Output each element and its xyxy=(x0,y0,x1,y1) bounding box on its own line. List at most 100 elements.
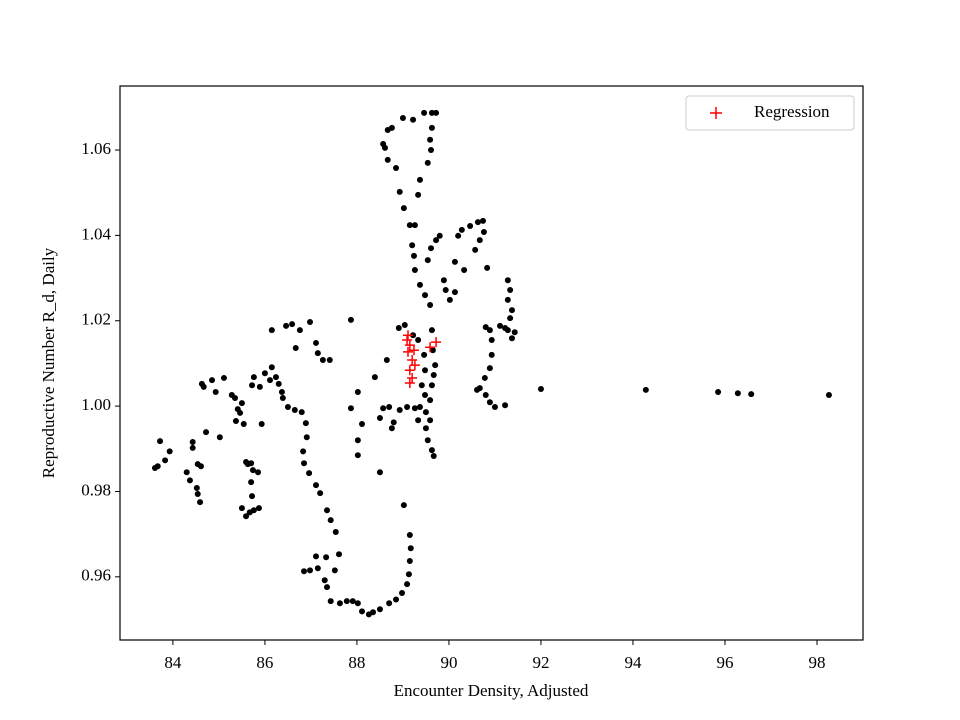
point xyxy=(504,327,511,334)
point xyxy=(410,252,417,259)
point xyxy=(312,339,319,346)
point xyxy=(354,452,361,459)
point xyxy=(428,382,435,389)
regression-marker xyxy=(407,355,418,366)
point xyxy=(354,389,361,396)
point xyxy=(507,287,514,294)
point xyxy=(432,362,439,369)
x-tick-label: 98 xyxy=(808,653,825,672)
point xyxy=(347,316,354,323)
point xyxy=(396,188,403,195)
point xyxy=(428,327,435,334)
point xyxy=(376,469,383,476)
point xyxy=(154,463,161,470)
point xyxy=(256,383,263,390)
point xyxy=(386,403,393,410)
y-tick-label: 1.02 xyxy=(81,310,111,329)
point xyxy=(396,406,403,413)
point xyxy=(249,382,256,389)
point xyxy=(446,296,453,303)
point xyxy=(261,370,268,377)
point xyxy=(336,600,343,607)
point xyxy=(537,386,544,393)
point xyxy=(415,191,422,198)
point xyxy=(458,226,465,233)
regression-marker xyxy=(409,360,420,371)
point xyxy=(307,319,314,326)
point xyxy=(250,507,257,514)
point xyxy=(194,491,201,498)
x-tick-label: 86 xyxy=(256,653,273,672)
point xyxy=(428,147,435,154)
point xyxy=(497,322,504,329)
point xyxy=(268,327,275,334)
point xyxy=(404,581,411,588)
x-tick-label: 94 xyxy=(624,653,642,672)
point xyxy=(400,205,407,212)
point xyxy=(424,159,431,166)
point xyxy=(424,257,431,264)
point xyxy=(416,281,423,288)
point xyxy=(371,374,378,381)
x-axis-label: Encounter Density, Adjusted xyxy=(394,681,589,700)
x-tick-label: 96 xyxy=(716,653,733,672)
point xyxy=(393,164,400,171)
point xyxy=(508,307,515,314)
y-tick-label: 0.98 xyxy=(81,480,111,499)
point xyxy=(421,351,428,358)
point xyxy=(479,217,486,224)
point xyxy=(384,156,391,163)
point xyxy=(349,598,356,605)
point xyxy=(255,505,262,512)
point xyxy=(427,397,434,404)
point xyxy=(248,479,255,486)
point xyxy=(418,382,425,389)
point xyxy=(399,590,406,597)
regression-marker xyxy=(404,378,415,389)
point xyxy=(430,453,437,460)
point xyxy=(388,425,395,432)
point xyxy=(504,277,511,284)
point xyxy=(484,264,491,271)
point xyxy=(301,568,308,575)
point xyxy=(486,365,493,372)
point xyxy=(422,409,429,416)
point xyxy=(249,467,256,474)
legend-box xyxy=(685,95,855,131)
regression-marker xyxy=(402,330,413,341)
point xyxy=(428,109,435,116)
point xyxy=(508,335,515,342)
regression-marker xyxy=(404,340,415,351)
point xyxy=(314,565,321,572)
point xyxy=(358,421,365,428)
point xyxy=(390,419,397,426)
point xyxy=(491,403,498,410)
point xyxy=(250,374,257,381)
point xyxy=(314,350,321,357)
point xyxy=(504,296,511,303)
point xyxy=(189,438,196,445)
point xyxy=(472,246,479,253)
point xyxy=(488,336,495,343)
regression-marker xyxy=(402,346,413,357)
point xyxy=(486,399,493,406)
point xyxy=(354,600,361,607)
point xyxy=(386,600,393,607)
point xyxy=(405,571,412,578)
point xyxy=(416,176,423,183)
x-tick-label: 92 xyxy=(532,653,549,672)
point xyxy=(321,577,328,584)
point xyxy=(409,242,416,249)
point xyxy=(197,499,204,506)
point xyxy=(480,228,487,235)
point xyxy=(421,109,428,116)
y-axis-label: Reproductive Number R_d, Daily xyxy=(39,247,58,478)
point xyxy=(415,417,422,424)
point xyxy=(193,485,200,492)
x-tick-label: 84 xyxy=(164,653,182,672)
point xyxy=(291,406,298,413)
regression-marker xyxy=(425,342,436,353)
point xyxy=(428,447,435,454)
point xyxy=(331,567,338,574)
point xyxy=(272,374,279,381)
